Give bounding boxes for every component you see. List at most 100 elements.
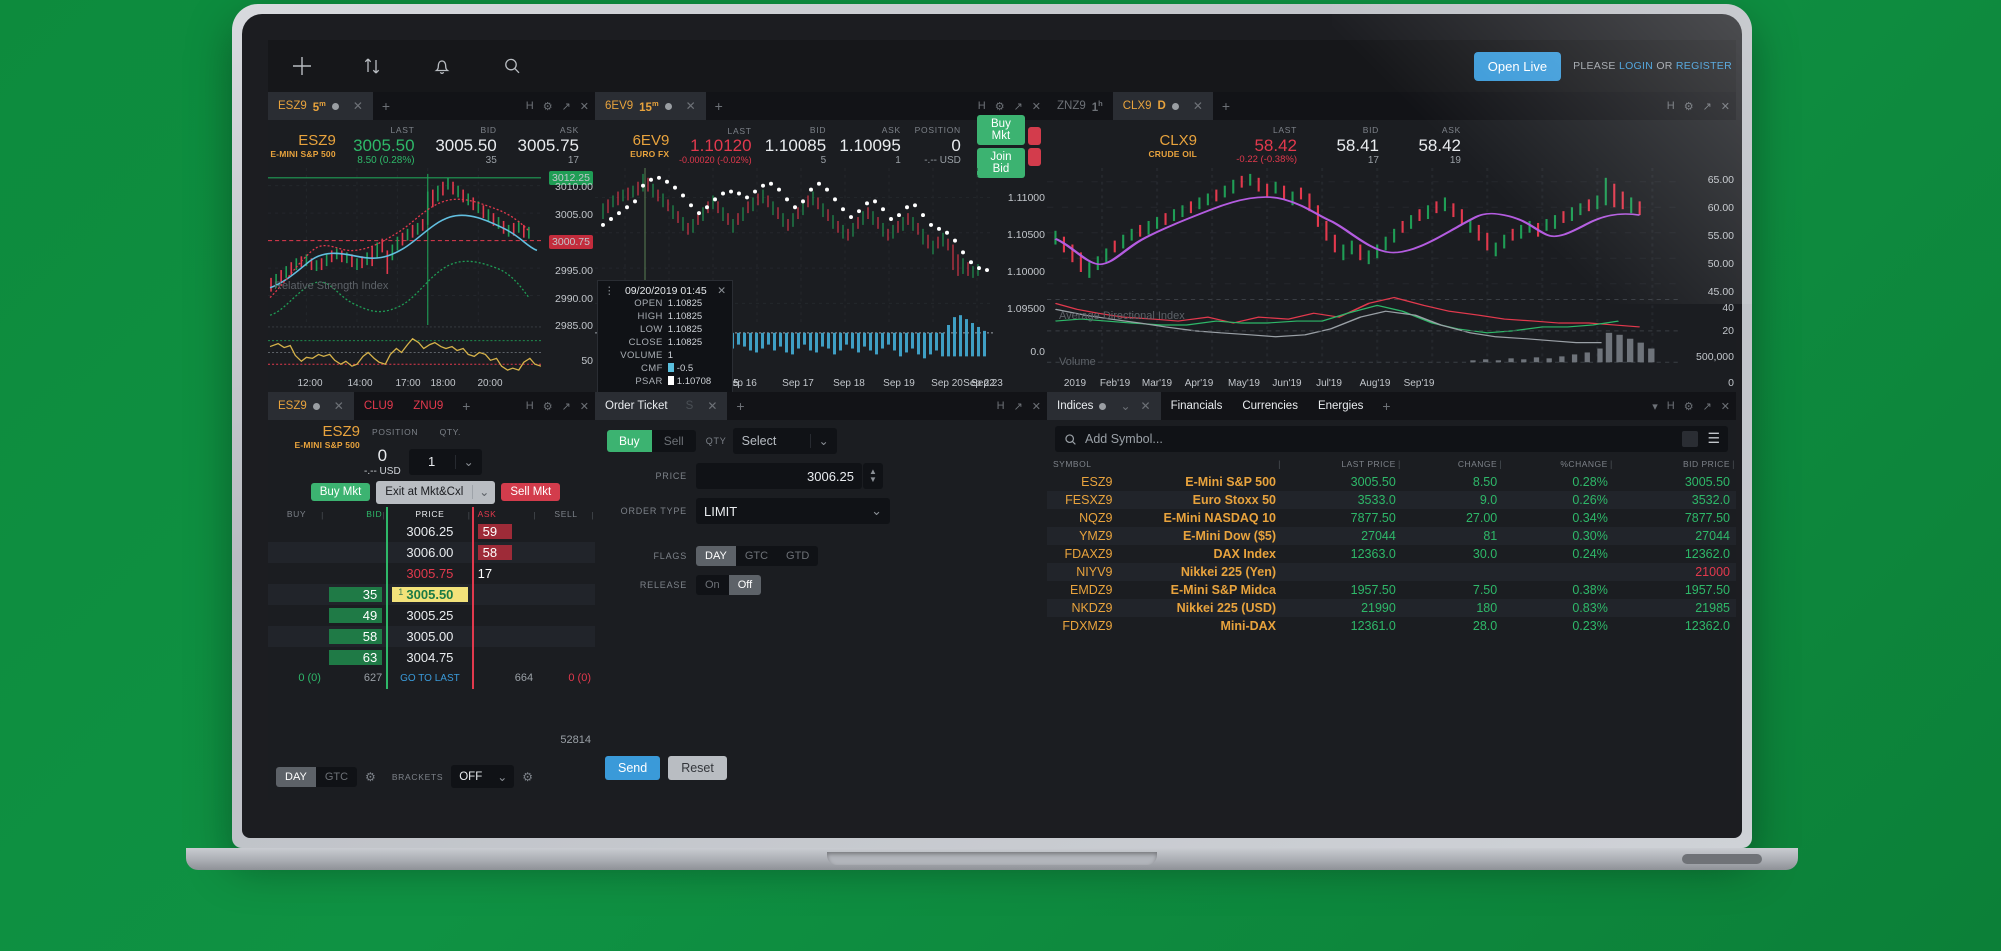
gear-icon[interactable]: ⚙ — [994, 100, 1005, 113]
flag-gtc-option[interactable]: GTC — [744, 550, 769, 562]
col-last-price[interactable]: LAST PRICE | — [1341, 459, 1401, 469]
buy-mkt-button[interactable]: Buy Mkt — [976, 114, 1025, 145]
order-type-select[interactable]: LIMIT ⌄ — [696, 498, 890, 524]
row-symbol[interactable]: EMDZ9 — [1070, 583, 1113, 597]
chevron-down-icon[interactable]: ⌄ — [809, 434, 837, 448]
gear-icon[interactable]: ⚙ — [365, 769, 376, 784]
add-dom-tab-button[interactable]: + — [462, 398, 471, 414]
reset-button[interactable]: Reset — [668, 756, 727, 780]
buy-mkt-button[interactable]: Buy Mkt — [310, 483, 371, 502]
tab-currencies[interactable]: Currencies — [1242, 400, 1298, 412]
chart2-plot-area[interactable]: Chaikin Money Flow 1.11000 1.10500 1.100… — [595, 168, 1047, 392]
close-icon[interactable]: ✕ — [717, 285, 726, 297]
release-segment[interactable]: On Off — [696, 575, 762, 595]
chevron-down-icon[interactable]: ⌄ — [454, 454, 482, 469]
gear-icon[interactable]: ⚙ — [542, 100, 553, 113]
sell-mkt-button[interactable]: Sell Mkt — [501, 483, 561, 502]
close-icon[interactable]: ✕ — [579, 100, 589, 113]
row-symbol[interactable]: NQZ9 — [1079, 511, 1113, 525]
add-chart-tab-button[interactable]: + — [714, 98, 723, 114]
popout-icon[interactable]: ↗ — [561, 100, 571, 113]
popout-icon[interactable]: ↗ — [1013, 400, 1023, 413]
add-chart-tab-button[interactable]: + — [1221, 98, 1231, 114]
price-input[interactable]: 3006.25 — [696, 463, 862, 489]
gear-icon[interactable]: ⚙ — [542, 400, 553, 413]
row-symbol[interactable]: ESZ9 — [1081, 475, 1113, 489]
sell-mkt-button[interactable] — [1027, 126, 1041, 145]
plus-icon[interactable] — [290, 54, 314, 78]
col-bid[interactable]: BID | — [324, 506, 389, 521]
search-icon[interactable] — [500, 54, 524, 78]
close-icon[interactable]: ✕ — [1031, 100, 1041, 113]
chart1-x-axis[interactable]: 12:00 14:00 17:00 18:00 20:00 — [268, 376, 541, 392]
sell-side-option[interactable]: Sell — [663, 434, 684, 448]
add-ticket-tab-button[interactable]: + — [736, 398, 745, 414]
tab-order-ticket[interactable]: Order Ticket S ✕ — [595, 392, 728, 420]
side-segment[interactable]: Buy Sell — [607, 430, 696, 452]
ladder-last-price[interactable]: 1 3005.50 — [387, 583, 474, 605]
chevron-down-icon[interactable]: ⌄ — [497, 769, 508, 784]
close-icon[interactable]: ✕ — [707, 399, 718, 413]
hotkey-icon[interactable]: H — [1666, 400, 1675, 412]
col-sell[interactable]: SELL | — [554, 508, 594, 520]
gear-icon[interactable]: ⚙ — [1683, 400, 1694, 413]
tab-dom-clu9[interactable]: CLU9 — [363, 400, 394, 412]
chevron-down-icon[interactable]: ▾ — [1652, 400, 1658, 413]
tab-financials[interactable]: Financials — [1170, 400, 1223, 412]
add-chart-tab-button[interactable]: + — [381, 98, 391, 114]
price-stepper[interactable]: ▲ ▼ — [863, 463, 883, 489]
chart1-plot-area[interactable]: Relative Strength Index 3012.25 3010.00 … — [268, 168, 595, 392]
ladder-price[interactable]: 3004.75 — [387, 646, 474, 668]
popout-icon[interactable]: ↗ — [1702, 400, 1712, 413]
col-symbol[interactable]: SYMBOL | — [1053, 459, 1282, 469]
exit-at-mkt-button[interactable]: Exit at Mkt&Cxl ⌄ — [376, 480, 496, 504]
login-link[interactable]: LOGIN — [1618, 60, 1654, 72]
dom-qty-stepper[interactable]: 1 ⌄ — [408, 448, 482, 475]
tab-znz9-1h[interactable]: ZNZ9 1h — [1047, 92, 1113, 120]
flags-segment[interactable]: DAY GTC GTD — [696, 546, 819, 566]
add-watchlist-tab-button[interactable]: + — [1382, 398, 1391, 414]
col-bid-price[interactable]: BID PRICE | — [1682, 459, 1735, 469]
watchlist-table[interactable]: SYMBOL | LAST PRICE | CHANGE | %CHANGE | BID… — [1047, 456, 1736, 635]
close-icon[interactable]: ✕ — [685, 99, 696, 113]
ladder-price[interactable]: 3005.75 — [387, 562, 474, 584]
hotkey-icon[interactable]: H — [1666, 100, 1675, 112]
col-change[interactable]: CHANGE | — [1457, 459, 1503, 469]
tif-gtc-option[interactable]: GTC — [324, 770, 349, 783]
dom-ladder[interactable]: BUY | BID | PRICE | ASK | SELL | 3006.25 59 3… — [268, 506, 595, 689]
tif-day-option[interactable]: DAY — [276, 766, 316, 787]
row-symbol[interactable]: FDAXZ9 — [1064, 547, 1113, 561]
ladder-price[interactable]: 3006.00 — [387, 541, 474, 563]
chevron-down-icon[interactable]: ⌄ — [871, 503, 882, 518]
close-icon[interactable]: ✕ — [1720, 100, 1730, 113]
chart2-y-axis[interactable]: 1.11000 1.10500 1.10000 1.09500 0.0 — [993, 168, 1047, 376]
tif-segment[interactable]: DAY GTC — [276, 766, 358, 787]
open-live-button[interactable]: Open Live — [1473, 51, 1562, 81]
close-icon[interactable]: ✕ — [352, 99, 363, 113]
hotkey-icon[interactable]: H — [525, 100, 534, 112]
ladder-price[interactable]: 3005.25 — [387, 604, 474, 626]
tab-esz9-5m[interactable]: ESZ9 5m ✕ — [268, 92, 373, 120]
hotkey-icon[interactable]: H — [525, 400, 534, 412]
chart2-ohlc-tooltip[interactable]: ⋮ 09/20/2019 01:45 ✕ OPEN 1.10825 HIGH 1.1… — [597, 280, 733, 392]
chart3-y-axis[interactable]: 65.00 60.00 55.00 50.00 45.00 40 20 500,… — [1682, 168, 1736, 389]
add-symbol-search[interactable]: Add Symbol... ☰ — [1055, 426, 1728, 452]
popout-icon[interactable]: ↗ — [1013, 100, 1023, 113]
col-price[interactable]: PRICE | — [387, 506, 474, 521]
col-ask[interactable]: ASK | — [477, 508, 537, 520]
row-symbol[interactable]: FDXMZ9 — [1062, 619, 1113, 633]
buy-side-option[interactable]: Buy — [607, 430, 652, 452]
send-button[interactable]: Send — [605, 756, 661, 780]
join-ask-button[interactable] — [1027, 147, 1041, 166]
close-icon[interactable]: ✕ — [1720, 400, 1730, 413]
tab-clx9-d[interactable]: CLX9 D ✕ — [1112, 92, 1213, 120]
close-icon[interactable]: ✕ — [1140, 399, 1151, 413]
brackets-select[interactable]: OFF ⌄ — [451, 765, 515, 788]
popout-icon[interactable]: ↗ — [561, 400, 571, 413]
ladder-price[interactable]: 3005.00 — [387, 625, 474, 647]
chevron-down-icon[interactable]: ⌄ — [1120, 399, 1131, 413]
chart1-y-axis[interactable]: 3012.25 3010.00 3005.00 3000.75 2995.00 … — [541, 168, 595, 376]
qty-select[interactable]: Select ⌄ — [732, 428, 837, 454]
chart3-x-axis[interactable]: 2019 Feb'19 Mar'19 Apr'19 May'19 Jun'19 … — [1047, 376, 1682, 392]
flag-day-option[interactable]: DAY — [696, 546, 736, 566]
